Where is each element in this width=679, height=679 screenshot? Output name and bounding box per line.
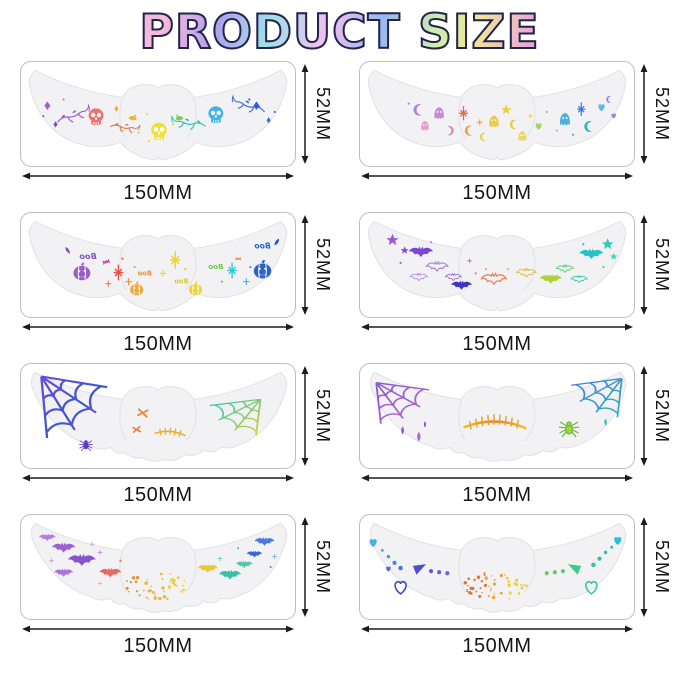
- sticker-sheet: [30, 523, 288, 614]
- page-title: PRODUCT SIZE: [0, 7, 679, 59]
- boo-text: Boo: [208, 262, 223, 271]
- sheet-card: [359, 212, 635, 319]
- vertical-dimension: 52MM: [638, 363, 672, 469]
- hearts-dots-design: [369, 537, 622, 600]
- height-label: 52MM: [313, 540, 333, 595]
- panel-grid: 52MM 150MM: [0, 61, 679, 665]
- vertical-dimension: 52MM: [299, 61, 333, 167]
- horizontal-dimension: 150MM: [359, 170, 635, 205]
- horizontal-arrow: [21, 625, 295, 634]
- panel-rainbow-skulls: 52MM 150MM: [20, 61, 333, 205]
- horizontal-dimension: 150MM: [20, 321, 296, 356]
- horizontal-dimension: 150MM: [359, 472, 635, 507]
- width-label: 150MM: [123, 333, 193, 356]
- height-label: 52MM: [313, 238, 333, 293]
- vertical-dimension: 52MM: [299, 363, 333, 469]
- sticker-sheet: [30, 372, 288, 463]
- horizontal-dimension: 150MM: [359, 623, 635, 658]
- horizontal-arrow: [21, 172, 295, 181]
- height-label: 52MM: [313, 87, 333, 142]
- vertical-dimension: 52MM: [638, 61, 672, 167]
- horizontal-arrow: [21, 474, 295, 483]
- height-label: 52MM: [652, 540, 672, 595]
- height-label: 52MM: [313, 389, 333, 444]
- width-label: 150MM: [123, 484, 193, 507]
- vertical-arrow: [639, 365, 649, 468]
- panel-bats-stars: 52MM 150MM: [359, 212, 672, 356]
- vertical-arrow: [639, 214, 649, 317]
- sheet-card: [359, 514, 635, 621]
- vertical-arrow: [639, 516, 649, 619]
- height-label: 52MM: [652, 389, 672, 444]
- vertical-arrow: [300, 63, 310, 166]
- horizontal-dimension: 150MM: [20, 170, 296, 205]
- panel-pumpkins-boo: Boo Boo: [20, 212, 333, 356]
- panel-ghosts-moons: 52MM 150MM: [359, 61, 672, 205]
- sticker-sheet: [367, 70, 627, 161]
- vertical-arrow: [300, 516, 310, 619]
- panel-webs-scar-spider: 52MM 150MM: [359, 363, 672, 507]
- panel-hearts-dots: 52MM 150MM: [359, 514, 672, 658]
- horizontal-arrow: [360, 474, 634, 483]
- horizontal-arrow: [360, 625, 634, 634]
- width-label: 150MM: [123, 635, 193, 658]
- row-4: 52MM 150MM: [20, 514, 679, 658]
- sheet-card: [20, 363, 296, 470]
- width-label: 150MM: [123, 182, 193, 205]
- panel-bats-freckles: 52MM 150MM: [20, 514, 333, 658]
- row-2: Boo Boo: [20, 212, 679, 356]
- bats-freckles-design: [38, 534, 278, 601]
- boo-text: Boo: [137, 270, 151, 278]
- height-label: 52MM: [652, 87, 672, 142]
- freckle-dots: [463, 572, 528, 600]
- vertical-arrow: [300, 365, 310, 468]
- ghosts-design: [407, 96, 617, 142]
- sticker-sheet: [367, 221, 627, 312]
- sheet-card: [20, 61, 296, 168]
- pumpkins-design: Boo Boo: [64, 238, 281, 297]
- vertical-arrow: [639, 63, 649, 166]
- panel-webs-stitches: 52MM 150MM: [20, 363, 333, 507]
- sheet-card: Boo Boo: [20, 212, 296, 319]
- row-3: 52MM 150MM: [20, 363, 679, 507]
- sticker-sheet: [369, 523, 627, 614]
- vertical-dimension: 52MM: [299, 514, 333, 620]
- scar-icon: [463, 414, 527, 430]
- freckle-dots: [125, 572, 186, 601]
- width-label: 150MM: [462, 635, 532, 658]
- bats-stars-design: [386, 234, 618, 291]
- sheet-card: [20, 514, 296, 621]
- vertical-dimension: 52MM: [638, 212, 672, 318]
- horizontal-dimension: 150MM: [20, 472, 296, 507]
- vertical-dimension: 52MM: [299, 212, 333, 318]
- horizontal-arrow: [21, 323, 295, 332]
- sticker-sheet: [369, 372, 627, 463]
- boo-text: Boo: [79, 251, 97, 261]
- width-label: 150MM: [462, 182, 532, 205]
- horizontal-arrow: [360, 172, 634, 181]
- row-1: 52MM 150MM: [20, 61, 679, 205]
- width-label: 150MM: [462, 484, 532, 507]
- horizontal-dimension: 150MM: [20, 623, 296, 658]
- vertical-dimension: 52MM: [638, 514, 672, 620]
- boo-text: Boo: [254, 242, 270, 251]
- skulls-design: [42, 95, 276, 143]
- horizontal-arrow: [360, 323, 634, 332]
- sticker-sheet: Boo Boo: [28, 221, 288, 312]
- height-label: 52MM: [652, 238, 672, 293]
- width-label: 150MM: [462, 333, 532, 356]
- sheet-card: [359, 61, 635, 168]
- vertical-arrow: [300, 214, 310, 317]
- horizontal-dimension: 150MM: [359, 321, 635, 356]
- sticker-sheet: [28, 70, 288, 161]
- boo-text: Boo: [174, 278, 188, 286]
- webs-scar-design: [375, 378, 623, 443]
- sheet-card: [359, 363, 635, 470]
